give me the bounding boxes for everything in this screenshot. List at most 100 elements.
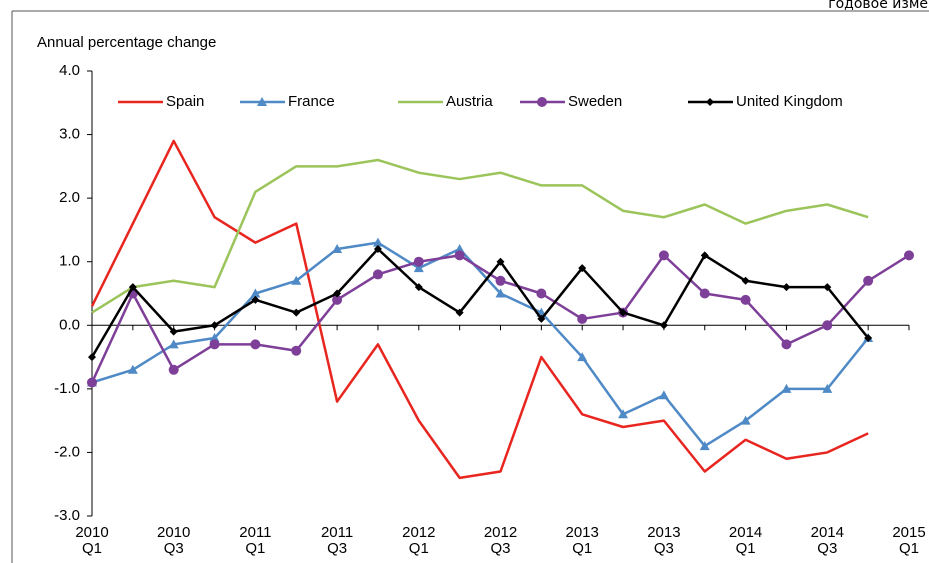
marker (706, 98, 714, 106)
marker (904, 250, 914, 261)
x-tick-label: 2014 Q1 (729, 524, 762, 557)
marker (373, 245, 382, 253)
series (87, 237, 874, 451)
marker (291, 345, 302, 356)
marker (700, 251, 709, 260)
marker (864, 334, 873, 342)
x-tick-label: 2010 Q1 (75, 524, 108, 557)
marker (251, 295, 260, 304)
legend-item: France (240, 93, 335, 110)
x-tick-label: 2011 Q3 (321, 524, 353, 557)
y-tick-label: 3.0 (59, 126, 80, 143)
marker (537, 314, 546, 323)
series (91, 158, 869, 314)
marker (291, 275, 302, 285)
x-tick-label: 2012 Q3 (484, 524, 517, 557)
y-tick-label: -2.0 (54, 443, 80, 460)
line (90, 247, 870, 358)
marker (822, 383, 833, 393)
marker (169, 327, 178, 336)
marker (495, 275, 506, 286)
marker (250, 288, 261, 298)
legend-label: Austria (446, 93, 493, 110)
marker (88, 353, 96, 362)
marker (127, 364, 138, 374)
marker (250, 339, 261, 350)
marker (578, 264, 587, 273)
marker (210, 321, 219, 330)
marker (209, 333, 220, 342)
x-tick-label: 2014 Q3 (811, 524, 844, 557)
marker (823, 283, 832, 292)
y-tick-label: 4.0 (59, 62, 80, 79)
marker (332, 244, 343, 253)
marker (168, 364, 179, 375)
y-tick-label: 0.0 (59, 316, 80, 333)
marker (257, 97, 267, 106)
y-tick-label: 2.0 (59, 189, 80, 206)
marker (699, 288, 710, 299)
legend-label: United Kingdom (736, 93, 843, 110)
marker (537, 97, 547, 107)
marker (863, 275, 874, 286)
marker (495, 288, 506, 298)
marker (332, 294, 343, 305)
marker (577, 313, 588, 324)
marker (699, 441, 710, 451)
x-tick-label: 2013 Q1 (566, 524, 599, 557)
y-tick-label: -3.0 (54, 507, 80, 524)
marker (658, 250, 669, 261)
marker (168, 339, 179, 349)
line (91, 241, 870, 448)
marker (740, 294, 751, 305)
legend-item: Austria (398, 93, 493, 110)
x-tick-label: 2011 Q1 (239, 524, 271, 557)
marker (740, 415, 751, 425)
series (87, 250, 914, 388)
y-tick-label: 1.0 (59, 253, 80, 270)
line (90, 254, 910, 384)
y-tick-label: -1.0 (54, 380, 80, 397)
series (88, 245, 873, 362)
marker (455, 308, 464, 317)
marker (333, 289, 342, 298)
legend-label: Spain (166, 93, 204, 110)
marker (577, 352, 588, 362)
marker (496, 257, 505, 266)
marker (372, 237, 383, 247)
legend-item: Sweden (520, 93, 622, 110)
x-tick-label: 2013 Q3 (647, 524, 680, 557)
marker (741, 276, 750, 285)
x-tick-label: 2010 Q3 (157, 524, 190, 557)
y-axis-label: Annual percentage change (37, 34, 216, 51)
marker (414, 283, 423, 292)
marker (128, 283, 137, 292)
marker (413, 263, 424, 273)
marker (87, 377, 97, 388)
marker (372, 269, 383, 280)
series (90, 139, 869, 480)
legend-label: France (288, 93, 335, 110)
marker (292, 308, 301, 317)
marker (822, 320, 833, 331)
marker (454, 244, 465, 253)
legend-item: United Kingdom (688, 93, 843, 110)
marker (658, 390, 669, 400)
marker (659, 321, 668, 330)
marker (536, 288, 547, 299)
marker (413, 256, 424, 267)
header-note: годовое изме (828, 0, 928, 12)
marker (781, 339, 792, 350)
line (90, 139, 869, 480)
marker (209, 339, 220, 350)
marker (782, 283, 791, 292)
marker (781, 383, 792, 393)
marker (619, 308, 628, 317)
marker (454, 250, 465, 261)
x-tick-label: 2012 Q1 (402, 524, 435, 557)
legend-label: Sweden (568, 93, 622, 110)
x-tick-label: 2015 Q1 (892, 524, 925, 557)
line (91, 158, 869, 314)
marker (618, 409, 629, 419)
